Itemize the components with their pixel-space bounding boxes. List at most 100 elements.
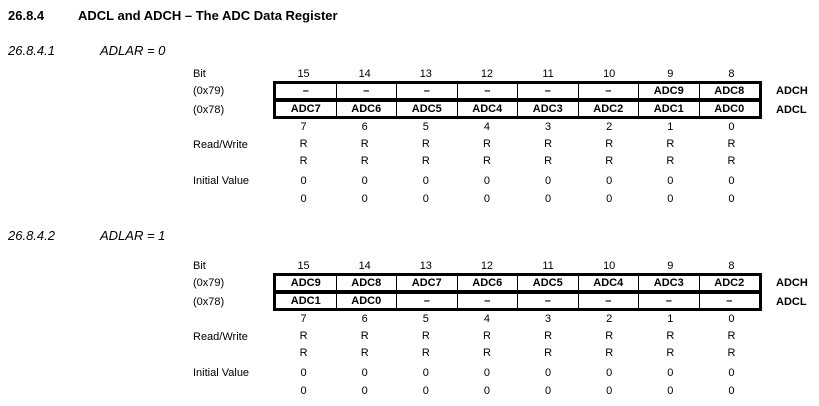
read-write-label: Read/Write [193,330,248,343]
adch-bit-cells: ADC9 ADC8 ADC7 ADC6 ADC5 ADC4 ADC3 ADC2 [273,273,762,292]
bit-number-cell: 10 [603,259,616,272]
read-write-cell: R [727,330,736,342]
adch-address-label: (0x79) [193,84,225,97]
read-write-cell: R [666,138,675,150]
section-number: 26.8.4 [8,8,45,23]
initial-value-cell: 0 [728,384,735,397]
adch-register-row: (0x79) ADC9 ADC8 ADC7 ADC6 ADC5 ADC4 ADC3 ADC2 … [193,273,819,292]
initial-value-cell: 0 [483,366,490,379]
initial-value-row-adch: Initial Value 0 0 0 0 0 0 0 0 [193,172,819,190]
bit-numbers-low-row: 7 6 5 4 3 2 1 0 [193,313,819,326]
initial-value-cell: 0 [728,366,735,379]
register-bit-cell: – [577,294,639,308]
register-bit-cell: – [456,84,518,98]
initial-value-cell: 0 [728,192,735,205]
adch-address-label: (0x79) [193,276,225,289]
initial-value-cell: 0 [361,366,368,379]
register-bit-cell: – [335,84,397,98]
bit-numbers-high-row: Bit 15 14 13 12 11 10 9 8 [193,259,819,273]
read-write-cell: R [727,138,736,150]
adch-bit-cells: – – – – – – ADC9 ADC8 [273,81,762,100]
subsection-heading-adlar0: 26.8.4.1 ADLAR = 0 [8,43,819,58]
bit-numbers-low-row: 7 6 5 4 3 2 1 0 [193,121,819,134]
bit-number-cell: 3 [545,313,552,325]
bit-number-cell: 11 [542,259,554,272]
register-bit-cell: ADC3 [638,276,699,290]
initial-value-cell: 0 [422,384,429,397]
register-bit-cell: ADC6 [335,102,397,116]
register-bit-cell: ADC7 [396,276,457,290]
register-bit-cell: ADC6 [456,276,518,290]
initial-value-cell: 0 [300,366,307,379]
bit-numbers-high: 15 14 13 12 11 10 9 8 [273,260,762,273]
initial-value-cell: 0 [300,192,307,205]
bit-number-cell: 6 [361,121,368,133]
subsection-title: ADLAR = 0 [100,43,166,58]
initial-value-cell: 0 [606,384,613,397]
initial-value-cell: 0 [606,366,613,379]
adch-register-name: ADCH [776,276,808,289]
subsection-heading-adlar1: 26.8.4.2 ADLAR = 1 [8,228,819,243]
initial-value-cell: 0 [667,366,674,379]
register-bit-cell: ADC1 [290,295,321,307]
bit-numbers-high: 15 14 13 12 11 10 9 8 [273,68,762,81]
bit-number-cell: 7 [300,313,307,325]
read-write-cell: R [666,330,675,342]
bit-number-cell: 9 [667,259,674,272]
bit-number-cell: 9 [667,67,674,80]
read-write-cell: R [482,155,491,167]
read-write-label: Read/Write [193,138,248,151]
bit-number-cell: 2 [606,313,613,325]
read-write-cell: R [544,330,553,342]
initial-value-cell: 0 [361,174,368,187]
register-bit-cell: ADC2 [577,102,639,116]
adch-register-row: (0x79) – – – – – – ADC9 ADC8 ADCH [193,81,819,100]
register-bit-cell: – [517,294,578,308]
register-bit-cell: – [698,294,760,308]
bit-number-cell: 5 [422,121,429,133]
initial-value-row-adcl: 0 0 0 0 0 0 0 0 [193,382,819,400]
bit-number-cell: 10 [603,67,616,80]
initial-value-cell: 0 [545,192,552,205]
bit-numbers-low: 7 6 5 4 3 2 1 0 [273,121,762,134]
register-bit-cell: – [396,84,457,98]
bit-number-cell: 5 [422,313,429,325]
read-write-cell: R [605,347,614,359]
register-bit-cell: ADC7 [290,103,321,115]
bit-number-cell: 4 [483,313,490,325]
initial-value-cell: 0 [422,366,429,379]
read-write-cell: R [360,347,369,359]
bit-number-cell: 13 [419,67,432,80]
initial-value-row-adcl: 0 0 0 0 0 0 0 0 [193,190,819,208]
register-bit-cell: ADC1 [638,102,699,116]
initial-values: 0 0 0 0 0 0 0 0 [273,175,762,188]
register-bit-cell: ADC5 [396,102,457,116]
adcl-address-label: (0x78) [193,103,225,116]
adch-register-name: ADCH [776,84,808,97]
adcl-bit-cells: ADC7 ADC6 ADC5 ADC4 ADC3 ADC2 ADC1 ADC0 [273,100,762,119]
initial-value-cell: 0 [667,384,674,397]
initial-value-cell: 0 [667,192,674,205]
initial-value-cell: 0 [483,192,490,205]
bit-number-cell: 4 [483,121,490,133]
adcl-bit-cells: ADC1 ADC0– – – – – – [273,292,762,311]
read-write-cell: R [727,155,736,167]
bit-number-cell: 1 [667,313,674,325]
adcl-register-name: ADCL [776,103,807,116]
read-write-row-adch: Read/Write R R R R R R R R [193,136,819,153]
read-write-cell: R [605,330,614,342]
bit-number-cell: 1 [667,121,674,133]
bit-numbers-low: 7 6 5 4 3 2 1 0 [273,313,762,326]
register-bit-cell: ADC8 [335,276,397,290]
section-heading: 26.8.4 ADCL and ADCH – The ADC Data Regi… [8,8,819,23]
register-bit-cell: ADC0 [335,294,397,308]
bit-number-cell: 14 [358,259,371,272]
subsection-number: 26.8.4.1 [8,43,55,58]
read-write-cell: R [482,330,491,342]
initial-value-cell: 0 [361,384,368,397]
read-write-cell: R [299,138,308,150]
initial-values: 0 0 0 0 0 0 0 0 [273,385,762,398]
initial-value-cell: 0 [300,174,307,187]
